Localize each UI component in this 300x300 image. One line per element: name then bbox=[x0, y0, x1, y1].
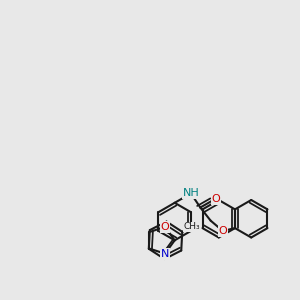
Text: CH₃: CH₃ bbox=[184, 222, 201, 231]
Text: O: O bbox=[160, 222, 169, 232]
Text: NH: NH bbox=[183, 188, 199, 198]
Text: N: N bbox=[161, 249, 169, 259]
Text: O: O bbox=[212, 194, 220, 204]
Text: O: O bbox=[218, 226, 227, 236]
